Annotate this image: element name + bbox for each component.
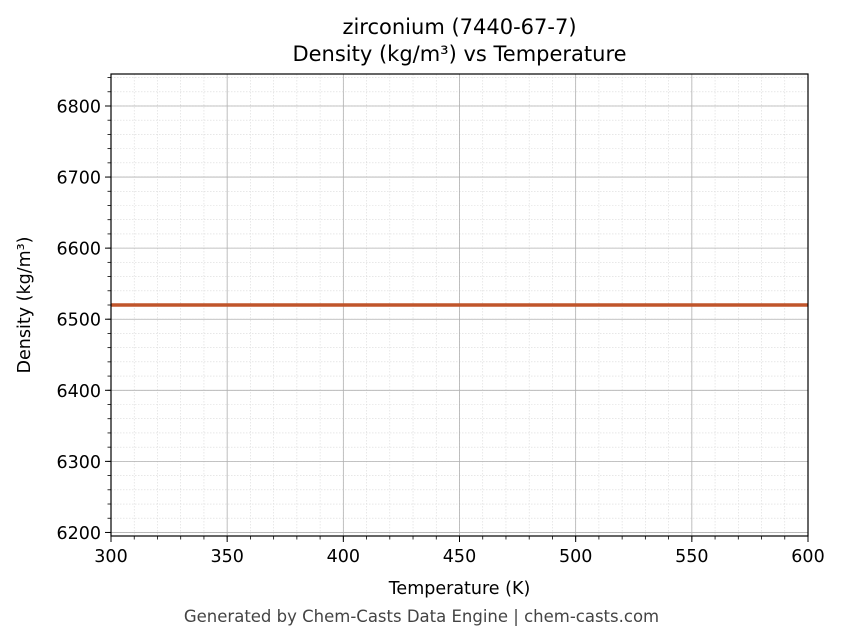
y-tick-label: 6700	[56, 169, 101, 189]
x-tick-label: 600	[791, 547, 824, 567]
x-tick-label: 550	[675, 547, 708, 567]
x-tick-label: 300	[94, 547, 127, 567]
y-tick-label: 6300	[56, 453, 101, 473]
x-tick-label: 500	[559, 547, 592, 567]
y-tick-label: 6600	[56, 240, 101, 260]
tick-labels: 300 350 400 450 500 550 600 6200 6300 6400 6500 660…	[56, 97, 824, 567]
y-tick-label: 6500	[56, 311, 101, 331]
footer-credit: Generated by Chem-Casts Data Engine | ch…	[183, 607, 660, 626]
y-axis-label: Density (kg/m³)	[15, 237, 35, 374]
y-tick-label: 6800	[56, 97, 101, 117]
x-tick-label: 350	[210, 547, 243, 567]
x-axis-label: Temperature (K)	[388, 579, 531, 599]
x-tick-label: 450	[443, 547, 476, 567]
chart-title-line2: Density (kg/m³) vs Temperature	[292, 42, 626, 66]
chart-title-line1: zirconium (7440-67-7)	[342, 15, 576, 39]
x-tick-label: 400	[327, 547, 360, 567]
axis-ticks	[105, 77, 809, 542]
y-tick-label: 6200	[56, 524, 101, 544]
y-tick-label: 6400	[56, 382, 101, 402]
